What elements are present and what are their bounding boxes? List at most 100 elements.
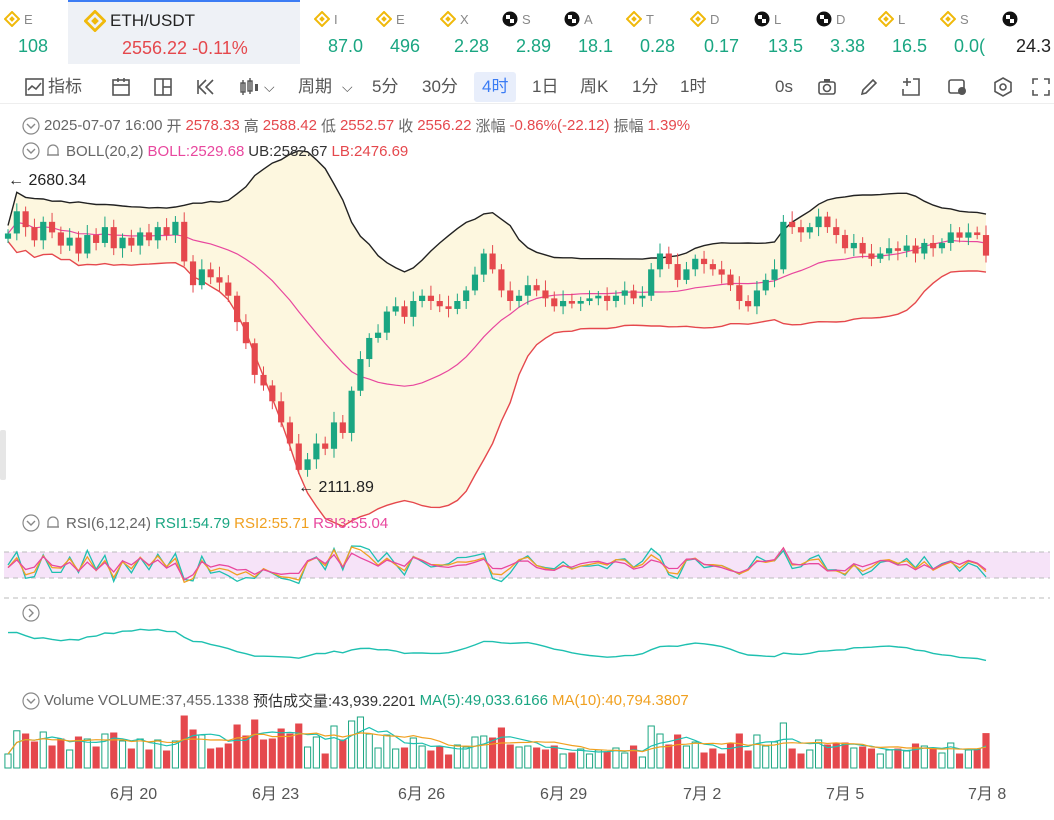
candle-body xyxy=(815,216,822,228)
interval-1d[interactable]: 1日 xyxy=(532,77,559,96)
ticker-item[interactable]: E 108 xyxy=(0,0,62,64)
candle-body xyxy=(559,301,567,307)
ticker-item[interactable]: S 0.0( xyxy=(936,0,992,64)
camera-icon[interactable] xyxy=(816,76,838,98)
low-label: 低 xyxy=(320,118,336,135)
candle-body xyxy=(119,237,126,249)
ticker-symbol: S xyxy=(522,11,531,27)
ticker-item[interactable]: S 2.89 xyxy=(498,0,554,64)
ticker-symbol: D xyxy=(710,11,720,27)
add-window-icon[interactable] xyxy=(900,76,922,98)
volume-bar xyxy=(277,728,285,769)
indicator-button[interactable]: 指标 xyxy=(48,77,82,96)
candle-body xyxy=(40,221,47,241)
indicator-icon[interactable] xyxy=(24,76,46,98)
candle-body xyxy=(471,274,479,291)
period-button[interactable]: 周期 xyxy=(298,77,332,96)
ticker-item[interactable]: D 3.38 xyxy=(812,0,868,64)
ticker-item[interactable]: E 496 xyxy=(372,0,430,64)
extra-pane-legend xyxy=(22,604,40,622)
rewind-icon[interactable] xyxy=(195,76,217,98)
expand-icon[interactable] xyxy=(22,604,40,622)
interval-1w[interactable]: 周K xyxy=(580,77,609,96)
open-value: 2578.33 xyxy=(185,117,240,134)
candle-body xyxy=(339,422,346,433)
candle-body xyxy=(163,227,170,236)
volume-collapse-icon[interactable] xyxy=(22,691,40,710)
candle-body xyxy=(269,385,276,402)
ticker-item[interactable]: A 18.1 xyxy=(560,0,616,64)
ticker-item[interactable]: I 87.0 xyxy=(310,0,366,64)
volume-bar xyxy=(163,750,171,769)
ticker-item[interactable]: L 13.5 xyxy=(750,0,806,64)
volume-bar xyxy=(533,747,541,769)
candle-body xyxy=(524,285,531,296)
rsi-collapse-icon[interactable] xyxy=(22,514,40,532)
candle-body xyxy=(533,285,540,291)
period-chevron-down-icon[interactable]: ⌵ xyxy=(342,79,353,95)
rsi-bell-icon[interactable] xyxy=(44,514,62,532)
candle-body xyxy=(216,277,223,283)
interval-5m[interactable]: 5分 xyxy=(372,77,399,96)
ohlc-legend: 2025-07-07 16:00 开 2578.33 高 2588.42 低 2… xyxy=(22,115,690,136)
candle-body xyxy=(665,253,672,265)
ticker-item[interactable]: D 0.17 xyxy=(686,0,744,64)
ticker-item[interactable]: ETH/USDT 2556.22 -0.11% xyxy=(68,0,300,64)
fullscreen-icon[interactable] xyxy=(1030,76,1052,98)
volume-bar xyxy=(471,736,479,769)
volume-bar xyxy=(709,748,717,769)
volume-bar xyxy=(665,744,673,769)
ticker-symbol: L xyxy=(774,11,782,27)
volume-bar xyxy=(603,751,611,769)
candle-body xyxy=(982,235,990,256)
candle-body xyxy=(718,269,725,275)
candle-body xyxy=(595,295,602,299)
volume-bar xyxy=(427,750,435,769)
collapse-icon[interactable] xyxy=(22,116,40,135)
calendar-icon[interactable] xyxy=(110,76,132,98)
volume-bar xyxy=(647,725,655,769)
ticker-item[interactable]: L 16.5 xyxy=(874,0,930,64)
candle-body xyxy=(172,221,179,236)
layout-icon[interactable] xyxy=(152,76,174,98)
candle-body xyxy=(700,258,708,265)
rsi1-line xyxy=(7,545,987,585)
boll-collapse-icon[interactable] xyxy=(22,142,40,160)
settings-icon[interactable] xyxy=(992,76,1014,98)
pencil-icon[interactable] xyxy=(858,76,880,98)
volume-bar xyxy=(4,753,12,769)
candle-type-icon[interactable] xyxy=(238,76,260,98)
ticker-symbol: E xyxy=(396,11,405,27)
ticker-symbol: D xyxy=(836,11,846,27)
ohlc-date: 2025-07-07 16:00 xyxy=(44,117,163,134)
ticker-price: 3.38 xyxy=(830,36,866,56)
interval-1h[interactable]: 1时 xyxy=(680,77,707,96)
ticker-symbol: A xyxy=(584,11,593,27)
candle-body xyxy=(736,285,743,302)
screenshot-icon[interactable] xyxy=(946,76,968,98)
volume-bar xyxy=(453,744,461,769)
low-value: 2552.57 xyxy=(339,117,395,134)
candle-body xyxy=(789,221,796,228)
ticker-item[interactable]: X 2.28 xyxy=(436,0,492,64)
volume-bar xyxy=(955,753,964,769)
bnb-coin-icon xyxy=(440,11,456,27)
candle-body xyxy=(542,290,549,299)
ticker-item[interactable]: T 0.28 xyxy=(622,0,680,64)
interval-4h[interactable]: 4时 xyxy=(474,72,517,102)
ticker-price: 108 xyxy=(18,36,49,56)
volume-bar xyxy=(444,754,453,769)
bell-icon[interactable] xyxy=(44,142,62,160)
candle-body xyxy=(31,227,38,241)
x-axis-label: 6月 29 xyxy=(540,786,588,803)
rsi-name: RSI(6,12,24) xyxy=(66,514,152,532)
candle-body xyxy=(57,232,64,246)
ticker-price: 0.0( xyxy=(954,36,986,56)
ticker-item[interactable]: 24.3 xyxy=(998,0,1054,64)
candle-body xyxy=(225,282,232,296)
interval-30m[interactable]: 30分 xyxy=(422,77,458,96)
interval-1m[interactable]: 1分 xyxy=(632,77,659,96)
extra-indicator-line xyxy=(7,628,987,662)
chevron-down-icon[interactable]: ⌵ xyxy=(264,79,275,95)
